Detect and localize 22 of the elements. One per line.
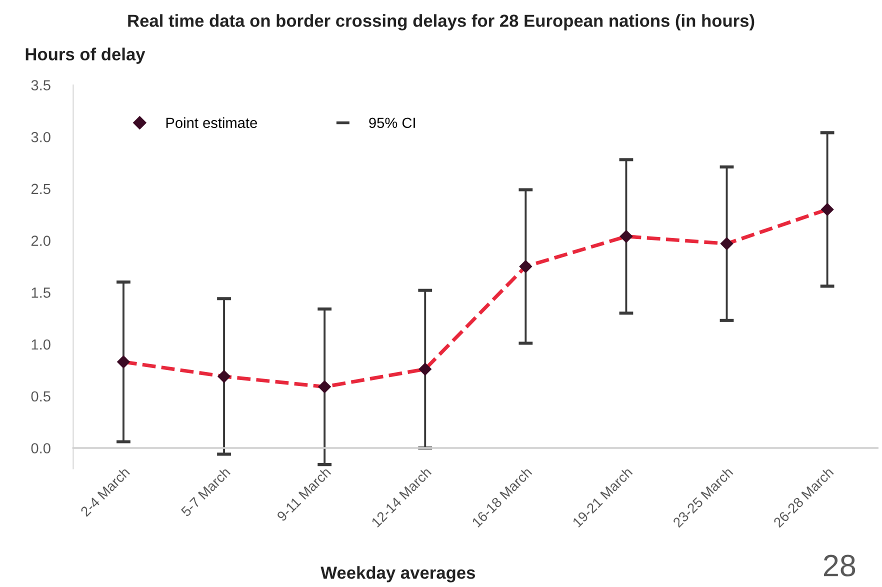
- point: [519, 260, 532, 274]
- y-tick-label: 3.0: [31, 132, 50, 142]
- x-axis-title: Weekday averages: [320, 566, 476, 582]
- y-tick-label: 2.5: [31, 184, 50, 194]
- point: [217, 370, 231, 384]
- y-tick-label: 1.0: [32, 339, 50, 350]
- legend-label: Point estimate: [166, 117, 257, 128]
- y-tick-label: 2.0: [31, 236, 50, 246]
- y-tick-label: 1.5: [32, 288, 50, 298]
- y-tick-label: 3.5: [31, 80, 50, 90]
- y-tick-label: 0.0: [31, 443, 50, 454]
- point: [418, 362, 432, 376]
- point: [318, 380, 332, 394]
- annotation: 95% CI: [369, 118, 415, 128]
- point: [620, 230, 633, 243]
- y-tick-label: 0.5: [31, 391, 50, 402]
- point: [820, 202, 834, 216]
- y-axis-title: Hours of delay: [26, 48, 146, 64]
- chart-title: Real time data on border crossing delays for 28 European nations (in hours): [128, 14, 754, 30]
- point: [720, 237, 734, 250]
- text: 28: [824, 554, 856, 576]
- point: [116, 355, 130, 368]
